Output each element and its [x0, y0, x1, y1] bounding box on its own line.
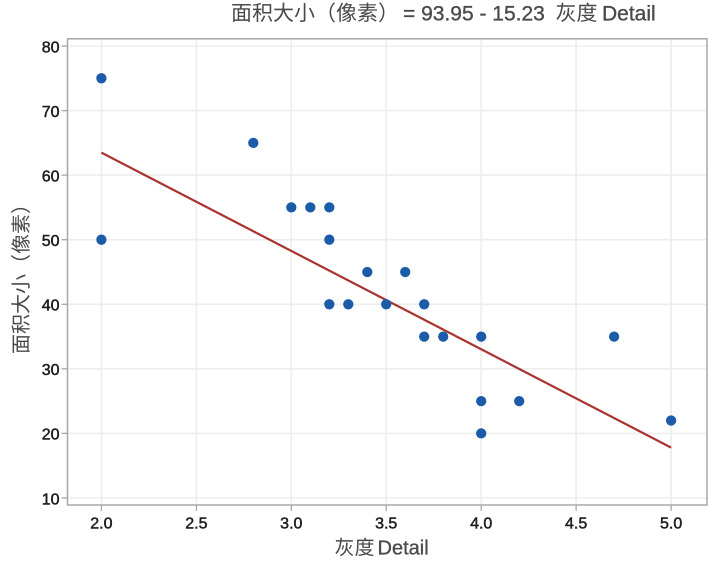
svg-text:5.0: 5.0: [660, 516, 682, 533]
svg-text:50: 50: [42, 233, 60, 250]
svg-text:40: 40: [42, 298, 60, 315]
svg-text:30: 30: [42, 362, 60, 379]
svg-text:4.0: 4.0: [470, 516, 492, 533]
svg-text:= 93.95 - 15.23: = 93.95 - 15.23: [403, 2, 545, 25]
svg-text:3.0: 3.0: [280, 516, 302, 533]
svg-text:4.5: 4.5: [565, 516, 587, 533]
svg-text:10: 10: [42, 491, 60, 508]
svg-text:80: 80: [42, 39, 60, 56]
svg-text:2.0: 2.0: [90, 516, 112, 533]
svg-text:Detail: Detail: [602, 2, 656, 25]
svg-text:2.5: 2.5: [185, 516, 207, 533]
svg-text:3.5: 3.5: [375, 516, 397, 533]
svg-text:60: 60: [42, 168, 60, 185]
svg-text:70: 70: [42, 104, 60, 121]
svg-text:Detail: Detail: [378, 538, 429, 560]
svg-text:20: 20: [42, 427, 60, 444]
